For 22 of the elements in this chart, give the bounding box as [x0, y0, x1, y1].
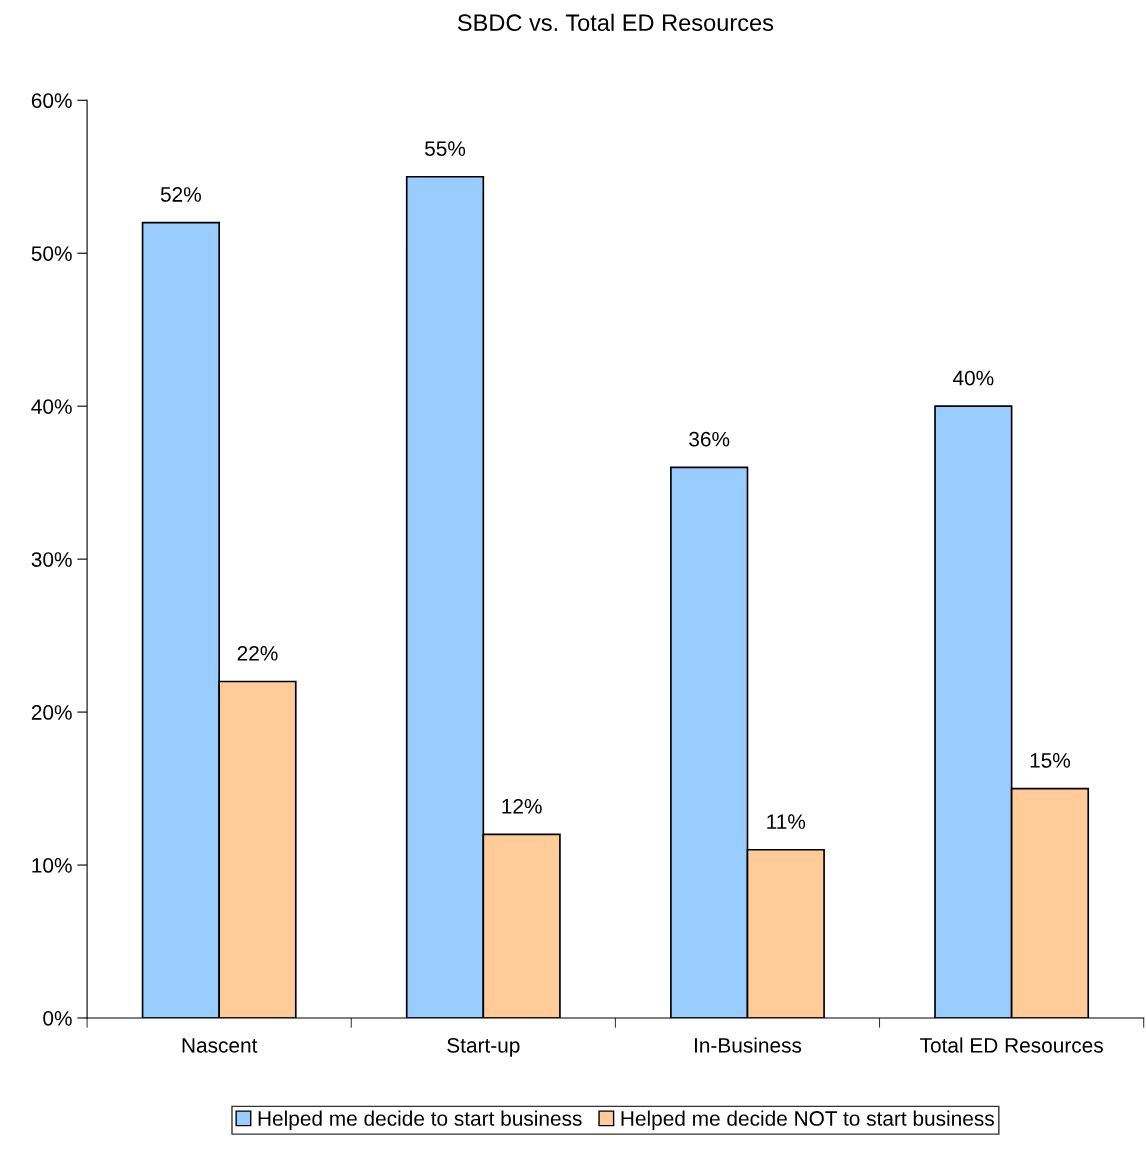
data-label: 55% [425, 141, 466, 156]
x-tick-label: In-Business [694, 1037, 802, 1053]
x-tick-label: Total ED Resources [920, 1037, 1103, 1053]
x-tick-label: Nascent [182, 1038, 258, 1053]
y-tick-label: 30% [31, 552, 72, 567]
data-label: 36% [689, 431, 730, 447]
data-label: 12% [502, 798, 542, 814]
y-tick-label: 60% [31, 93, 72, 109]
chart-title: SBDC vs. Total ED Resources [457, 13, 774, 32]
data-label: 22% [237, 645, 278, 661]
data-label: 11% [767, 814, 806, 829]
data-label: 15% [1030, 753, 1071, 768]
data-label: 40% [952, 370, 994, 386]
y-tick-label: 50% [31, 246, 72, 261]
y-tick-label: 10% [32, 858, 72, 873]
data-label: 52% [160, 187, 201, 202]
x-tick-label: Start-up [447, 1037, 520, 1057]
y-tick-label: 20% [31, 705, 72, 720]
y-tick-label: 0% [43, 1010, 72, 1026]
legend-label: Helped me decide to start business [258, 1110, 582, 1130]
y-tick-label: 40% [31, 399, 72, 414]
legend-label: Helped me decide NOT to start business [621, 1110, 994, 1130]
